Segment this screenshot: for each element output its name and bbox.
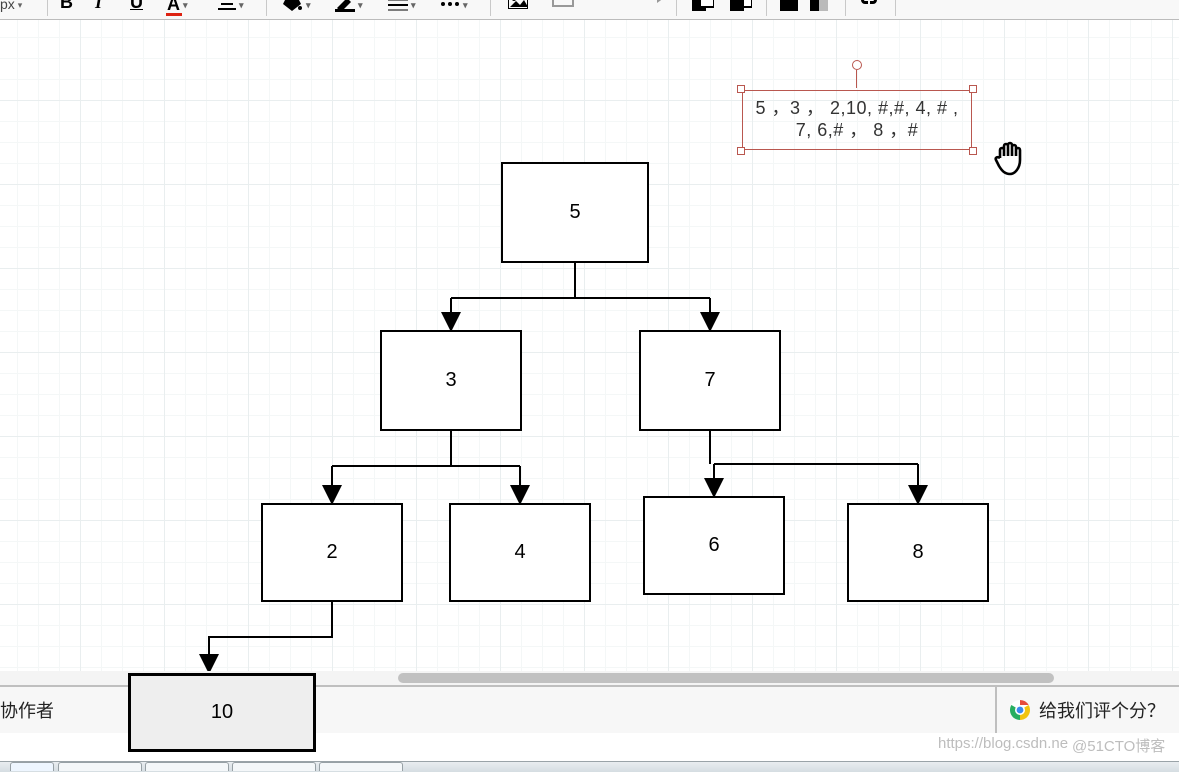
font-color-button[interactable]: A ▾ (167, 0, 188, 14)
selected-textbox[interactable]: 5 ，3 ， 2,10, #,#, 4, # , 7, 6,# ， 8 ，# (742, 90, 972, 150)
tree-node-7[interactable]: 7 (639, 330, 781, 431)
rect-filled-button[interactable] (780, 0, 798, 11)
more-button[interactable]: ▾ (440, 0, 468, 14)
watermark-51cto: @51CTO博客 (1072, 735, 1165, 756)
textbox-content[interactable]: 5 ，3 ， 2,10, #,#, 4, # , 7, 6,# ， 8 ，# (742, 90, 972, 150)
toolbar-separator (845, 0, 846, 16)
scrollbar-thumb[interactable] (398, 673, 1054, 683)
tree-node-4[interactable]: 4 (449, 503, 591, 602)
dropdown-icon: ▾ (239, 0, 244, 14)
rate-us-label: 给我们评个分？ (1039, 697, 1165, 723)
dropdown-icon: ▾ (18, 0, 23, 14)
chrome-icon (1009, 699, 1031, 721)
textbox-line2: 7, 6,# ， 8 ，# (796, 120, 919, 140)
node-label: 8 (912, 541, 923, 564)
dropdown-icon: ▾ (358, 0, 363, 14)
resize-handle-nw[interactable] (737, 85, 745, 93)
align-button[interactable]: ▾ (218, 0, 244, 14)
resize-handle-sw[interactable] (737, 147, 745, 155)
toolbar-separator (766, 0, 767, 16)
node-label: 2 (326, 541, 337, 564)
toolbar-separator (895, 0, 896, 16)
tree-node-2[interactable]: 2 (261, 503, 403, 602)
taskbar-button[interactable] (232, 762, 316, 771)
to-front-button[interactable] (730, 0, 752, 11)
toolbar-separator (676, 0, 677, 16)
font-size-unit: px (0, 0, 15, 13)
dropdown-icon: ▾ (306, 0, 311, 14)
resize-handle-ne[interactable] (969, 85, 977, 93)
shape-rect-button[interactable] (552, 0, 574, 7)
tree-node-3[interactable]: 3 (380, 330, 522, 431)
line-style-button[interactable]: ▾ (388, 0, 416, 14)
rate-us-button[interactable]: 给我们评个分？ (995, 687, 1179, 733)
insert-image-button[interactable] (508, 0, 528, 9)
taskbar-button[interactable] (58, 762, 142, 771)
watermark-csdn: https://blog.csdn.ne (938, 735, 1068, 752)
toolbar-separator (47, 0, 48, 16)
bold-button[interactable]: B (60, 0, 73, 11)
format-toolbar: px ▾ B I U A ▾ ▾ ▾ ▾ ▾ ▾ (0, 0, 1179, 20)
rotate-handle[interactable] (852, 60, 862, 70)
arrow-tool-button[interactable] (640, 0, 664, 3)
taskbar-button[interactable] (319, 762, 403, 771)
toolbar-separator (490, 0, 491, 16)
tree-node-6[interactable]: 6 (643, 496, 785, 595)
node-label: 7 (704, 369, 715, 392)
node-label: 10 (211, 701, 233, 724)
toolbar-separator (266, 0, 267, 16)
hand-cursor-icon (992, 138, 1034, 180)
line-tool-button[interactable] (597, 0, 619, 3)
resize-handle-se[interactable] (969, 147, 977, 155)
os-taskbar (0, 761, 1179, 772)
line-color-button[interactable]: ▾ (335, 0, 363, 14)
underline-button[interactable]: U (130, 0, 143, 11)
drawing-canvas[interactable]: 5 3 7 2 4 6 8 5 ，3 ， 2,10, #,#, 4, # , 7… (0, 20, 1179, 671)
taskbar-button[interactable] (145, 762, 229, 771)
textbox-line1: 5 ，3 ， 2,10, #,#, 4, # , (755, 98, 958, 118)
fill-color-button[interactable]: ▾ (283, 0, 311, 14)
tree-node-10[interactable]: 10 (128, 673, 316, 752)
rotate-line (856, 70, 857, 88)
font-size-box[interactable]: px ▾ (0, 0, 22, 14)
tree-node-5[interactable]: 5 (501, 162, 649, 263)
node-label: 6 (708, 534, 719, 557)
to-back-button[interactable] (692, 0, 714, 11)
node-label: 3 (445, 369, 456, 392)
dropdown-icon: ▾ (463, 0, 468, 14)
node-label: 5 (569, 201, 580, 224)
link-button[interactable] (858, 0, 880, 7)
rect-half-button[interactable] (810, 0, 828, 11)
tree-node-8[interactable]: 8 (847, 503, 989, 602)
collaborators-label[interactable]: 协作者 (0, 697, 54, 723)
dropdown-icon: ▾ (411, 0, 416, 14)
taskbar-button[interactable] (10, 762, 54, 771)
italic-button[interactable]: I (95, 0, 102, 11)
dropdown-icon: ▾ (183, 0, 188, 14)
node-label: 4 (514, 541, 525, 564)
